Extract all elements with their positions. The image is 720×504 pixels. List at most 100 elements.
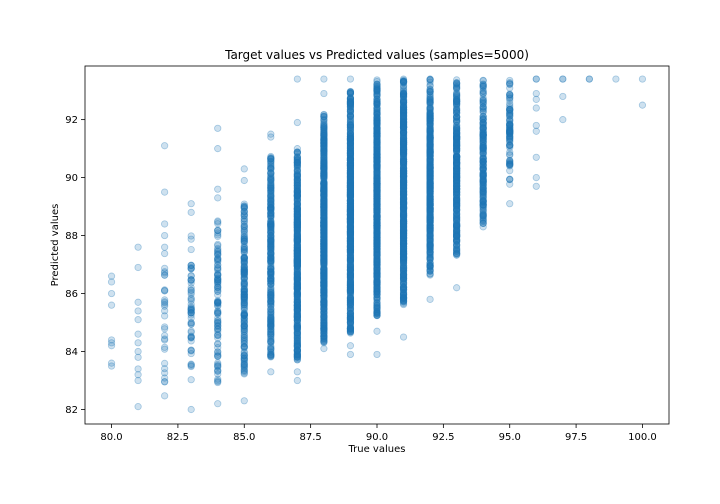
scatter-point <box>240 245 248 253</box>
scatter-point <box>240 351 248 359</box>
scatter-point <box>187 200 195 208</box>
scatter-point <box>267 285 275 293</box>
scatter-point <box>240 294 248 303</box>
scatter-point <box>320 279 328 287</box>
scatter-point <box>214 276 222 284</box>
scatter-point <box>187 272 195 280</box>
scatter-point <box>240 325 248 333</box>
scatter-point <box>426 234 434 242</box>
scatter-point <box>373 117 381 126</box>
scatter-point <box>240 310 248 318</box>
scatter-point <box>240 368 248 376</box>
scatter-point <box>240 237 248 246</box>
scatter-point <box>320 218 328 227</box>
scatter-point <box>240 311 248 319</box>
scatter-point <box>240 323 248 331</box>
scatter-point <box>214 322 222 330</box>
scatter-point <box>214 377 222 386</box>
scatter-point <box>240 354 248 362</box>
scatter-point <box>240 333 248 342</box>
scatter-point <box>240 248 248 256</box>
scatter-point <box>214 281 222 289</box>
scatter-point <box>187 271 195 280</box>
scatter-point <box>240 265 248 273</box>
scatter-point <box>240 329 248 337</box>
scatter-point <box>214 264 222 272</box>
scatter-point <box>240 304 248 312</box>
scatter-point <box>293 324 301 332</box>
scatter-point <box>214 352 222 360</box>
scatter-point <box>240 220 248 228</box>
scatter-point <box>240 215 248 223</box>
scatter-point <box>240 349 248 357</box>
scatter-point <box>453 221 461 229</box>
scatter-point <box>214 269 222 278</box>
scatter-point <box>399 148 408 156</box>
scatter-point <box>426 225 434 233</box>
scatter-point <box>293 330 301 338</box>
scatter-point <box>187 265 195 273</box>
scatter-point <box>214 284 222 292</box>
scatter-point <box>214 276 222 284</box>
scatter-point <box>240 291 248 299</box>
scatter-point <box>214 227 222 235</box>
scatter-point <box>214 324 222 333</box>
scatter-point <box>214 363 222 371</box>
scatter-point <box>240 271 248 279</box>
scatter-point <box>293 301 301 310</box>
scatter-point <box>399 92 408 100</box>
scatter-point <box>214 362 222 370</box>
scatter-point <box>187 279 195 287</box>
scatter-point <box>240 287 248 295</box>
scatter-point <box>240 336 248 345</box>
scatter-point <box>214 274 222 283</box>
scatter-point <box>240 363 248 371</box>
scatter-point <box>134 353 142 361</box>
scatter-point <box>399 181 408 189</box>
scatter-point <box>399 218 408 226</box>
scatter-point <box>214 348 222 356</box>
scatter-point <box>161 331 169 340</box>
scatter-point <box>240 318 248 327</box>
scatter-point <box>161 335 169 343</box>
scatter-point <box>240 280 248 289</box>
scatter-point <box>267 302 275 311</box>
scatter-point <box>240 218 248 226</box>
scatter-point <box>161 269 169 277</box>
scatter-point <box>240 222 248 230</box>
scatter-point <box>187 276 195 284</box>
scatter-point <box>399 231 408 239</box>
scatter-point <box>187 208 195 216</box>
scatter-point <box>293 118 301 127</box>
scatter-point <box>240 340 248 348</box>
scatter-point <box>161 271 169 279</box>
scatter-point <box>346 150 355 158</box>
scatter-point <box>240 259 248 267</box>
scatter-point <box>320 112 328 121</box>
scatter-point <box>240 258 248 266</box>
scatter-point <box>187 346 195 354</box>
scatter-point <box>240 212 248 220</box>
scatter-point <box>293 255 301 263</box>
scatter-point <box>399 265 408 273</box>
scatter-point <box>426 192 434 201</box>
scatter-point <box>107 359 116 367</box>
scatter-point <box>187 309 195 317</box>
scatter-point <box>240 254 248 262</box>
scatter-point <box>187 332 195 340</box>
scatter-point <box>240 362 248 370</box>
scatter-point <box>187 346 195 354</box>
scatter-point <box>214 257 222 265</box>
scatter-point <box>267 339 275 347</box>
scatter-point <box>320 288 328 296</box>
scatter-point <box>240 302 248 310</box>
scatter-point <box>399 255 408 264</box>
scatter-point <box>240 360 248 368</box>
scatter-point <box>240 322 248 330</box>
scatter-point <box>240 322 248 330</box>
scatter-point <box>293 376 301 385</box>
scatter-point <box>426 125 434 133</box>
scatter-point <box>399 119 408 128</box>
scatter-point <box>161 286 169 294</box>
